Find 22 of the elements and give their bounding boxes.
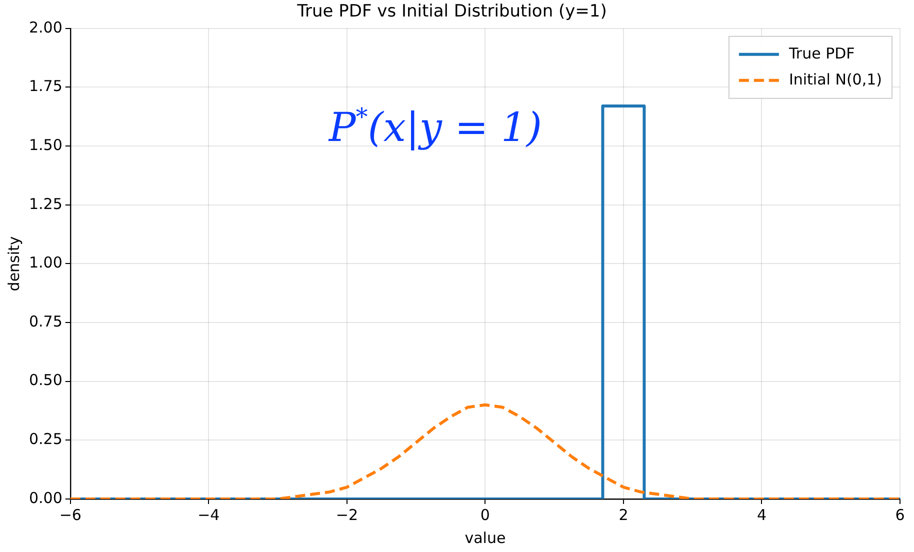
x-tick-label: −6 [59, 506, 82, 524]
y-tick-label: 0.75 [28, 312, 62, 330]
x-axis-title: value [464, 528, 506, 547]
x-tick-label: −4 [198, 506, 220, 524]
y-tick-label: 1.00 [28, 254, 62, 272]
y-tick-label: 1.50 [28, 136, 62, 154]
x-tick-label: 6 [895, 506, 905, 524]
y-tick-label: 0.25 [28, 430, 62, 448]
y-axis-title: density [4, 236, 23, 292]
legend-label: Initial N(0,1) [788, 70, 882, 88]
annotation: P*(x|y = 1) [328, 103, 542, 152]
y-tick-label: 1.75 [28, 77, 62, 96]
y-tick-label: 0.50 [28, 371, 62, 390]
x-tick-label: −2 [336, 506, 358, 524]
x-tick-label: 4 [756, 506, 767, 524]
chart-title: True PDF vs Initial Distribution (y=1) [296, 2, 607, 22]
legend-label: True PDF [788, 44, 855, 62]
y-tick-label: 0.00 [28, 488, 62, 507]
x-tick-label: 2 [618, 506, 628, 524]
y-tick-label: 1.25 [28, 194, 62, 213]
y-tick-label: 2.00 [28, 18, 62, 36]
x-tick-label: 0 [480, 506, 490, 524]
